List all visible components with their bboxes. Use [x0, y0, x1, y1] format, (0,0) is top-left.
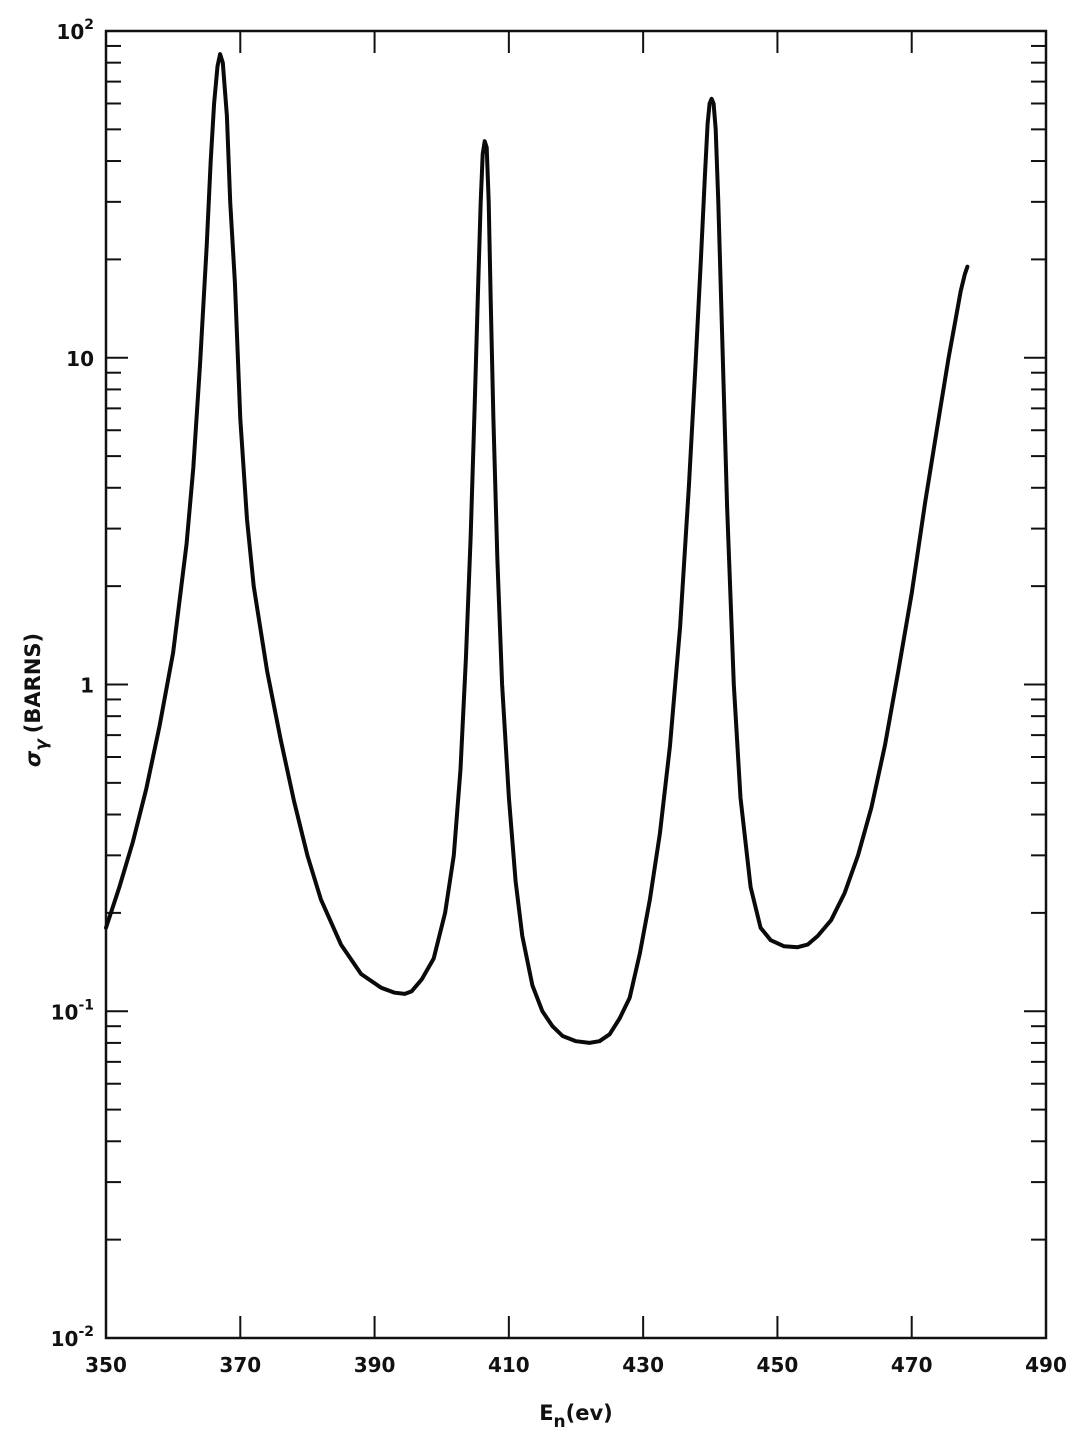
x-tick-label: 390 — [354, 1353, 396, 1377]
y-axis-title-unit: (BARNS) — [21, 633, 45, 733]
y-tick-label-base: 10 — [56, 20, 84, 44]
y-tick-label: 10 — [66, 347, 94, 371]
y-tick-label: 10-2 — [51, 1324, 94, 1351]
y-tick-label-base: 10 — [51, 1327, 79, 1351]
y-axis-title-sub: γ — [32, 738, 52, 751]
y-tick-label-base: 10 — [51, 1000, 79, 1024]
x-tick-label: 410 — [488, 1353, 530, 1377]
y-tick-label: 1 — [80, 674, 94, 698]
y-tick-label-exponent: -1 — [78, 997, 94, 1013]
capture-cross-section-curve — [104, 52, 970, 1045]
x-tick-label: 450 — [757, 1353, 799, 1377]
y-axis-title: σγ (BARNS) — [21, 633, 52, 767]
y-tick-label-exponent: -2 — [78, 1324, 94, 1340]
y-tick-label: 102 — [56, 17, 94, 44]
y-tick-label: 10-1 — [51, 997, 94, 1024]
x-tick-label: 370 — [219, 1353, 261, 1377]
axis-ticks — [106, 31, 1046, 1339]
y-tick-label-exponent: 2 — [84, 17, 94, 33]
x-tick-label: 470 — [891, 1353, 933, 1377]
x-axis-title-main: E — [539, 1401, 553, 1425]
x-axis-title-unit: (ev) — [566, 1401, 613, 1425]
y-axis-title-symbol: σ — [21, 750, 45, 767]
x-tick-labels: 350 370 390 410 430 450 470 490 — [85, 1353, 1066, 1377]
plot-frame — [104, 29, 1048, 1340]
y-tick-label-base: 10 — [66, 347, 94, 371]
x-axis-title: En(ev) — [539, 1401, 613, 1432]
x-axis-title-sub: n — [554, 1412, 566, 1432]
x-tick-label: 430 — [622, 1353, 664, 1377]
y-tick-label-base: 1 — [80, 674, 94, 698]
x-tick-label: 490 — [1025, 1353, 1066, 1377]
x-tick-label: 350 — [85, 1353, 127, 1377]
